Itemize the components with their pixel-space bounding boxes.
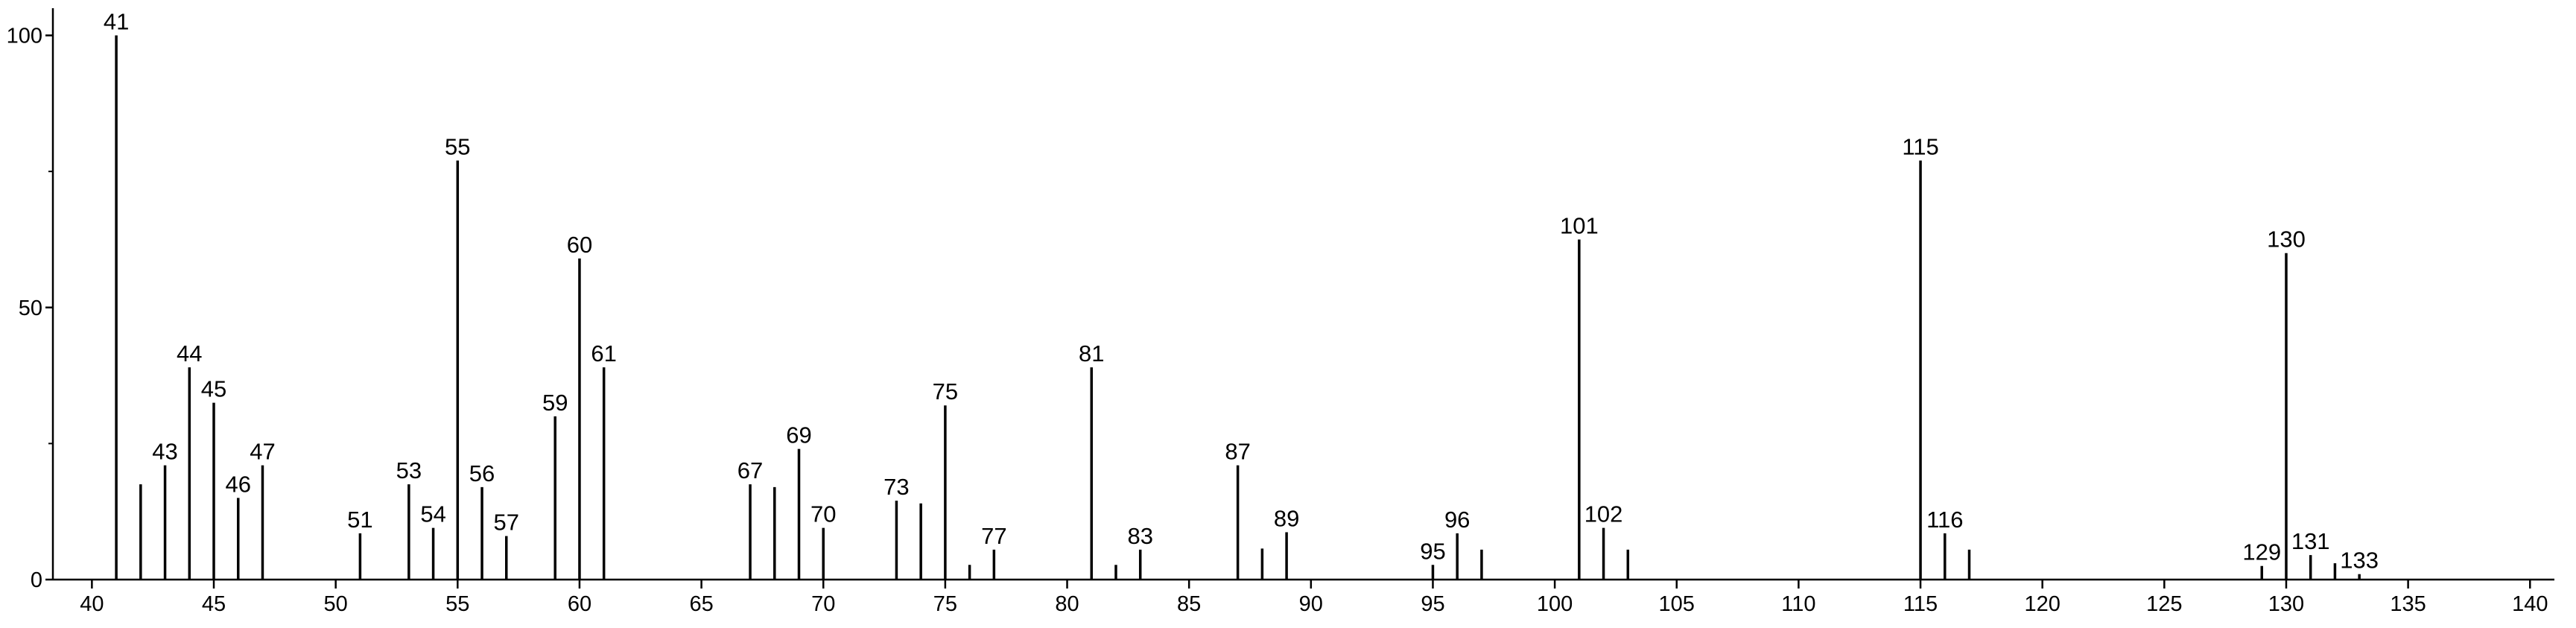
peak-label: 77	[981, 523, 1006, 549]
x-tick-label: 75	[933, 592, 957, 616]
peak-label: 75	[933, 378, 958, 405]
x-tick-label: 130	[2268, 592, 2304, 616]
x-tick-label: 115	[1903, 592, 1938, 616]
peak-label: 47	[250, 439, 275, 465]
peak-label: 83	[1127, 523, 1152, 549]
x-tick-label: 105	[1659, 592, 1695, 616]
peak-label: 70	[810, 501, 836, 527]
x-tick-label: 135	[2390, 592, 2426, 616]
peak-label: 89	[1274, 505, 1299, 531]
peak-label: 73	[883, 474, 909, 500]
x-tick-label: 50	[324, 592, 348, 616]
peak-label: 133	[2340, 548, 2379, 574]
peak-label: 45	[201, 376, 226, 402]
peak-label: 81	[1079, 340, 1104, 367]
x-tick-label: 125	[2146, 592, 2182, 616]
peak-label: 95	[1420, 538, 1445, 564]
peak-label: 69	[786, 422, 811, 448]
x-tick-label: 95	[1421, 592, 1444, 616]
x-tick-label: 110	[1781, 592, 1815, 616]
x-tick-label: 100	[1537, 592, 1573, 616]
peak-label: 51	[347, 507, 372, 533]
peak-label: 96	[1444, 507, 1470, 533]
peak-label: 43	[152, 439, 177, 465]
peak-label: 41	[104, 9, 129, 35]
y-tick-label: 0	[31, 568, 42, 592]
x-tick-label: 55	[445, 592, 469, 616]
x-tick-label: 85	[1177, 592, 1201, 616]
peak-label: 101	[1560, 212, 1599, 238]
peak-label: 131	[2291, 528, 2330, 554]
x-tick-label: 140	[2512, 592, 2548, 616]
peak-label: 57	[494, 510, 519, 536]
peak-label: 129	[2242, 539, 2281, 565]
peak-label: 44	[177, 340, 202, 367]
peak-label: 116	[1926, 507, 1963, 533]
peak-label: 67	[737, 457, 763, 483]
peak-label: 60	[567, 232, 592, 258]
y-tick-label: 100	[7, 25, 42, 48]
peak-label: 46	[225, 471, 250, 497]
y-tick-label: 50	[19, 296, 42, 320]
peak-label: 115	[1902, 134, 1938, 160]
peak-label: 87	[1225, 439, 1250, 465]
peak-label: 55	[445, 134, 470, 160]
peak-label: 56	[469, 460, 495, 486]
x-tick-label: 65	[689, 592, 713, 616]
peak-label: 59	[542, 390, 568, 416]
x-tick-label: 80	[1055, 592, 1079, 616]
peak-label: 53	[396, 457, 422, 483]
peak-label: 130	[2267, 226, 2306, 253]
x-tick-label: 45	[202, 592, 226, 616]
x-tick-label: 120	[2024, 592, 2060, 616]
x-tick-label: 90	[1299, 592, 1323, 616]
x-tick-label: 40	[80, 592, 104, 616]
x-tick-label: 60	[568, 592, 591, 616]
peak-label: 102	[1584, 501, 1623, 527]
peak-label: 61	[591, 340, 616, 367]
peak-label: 54	[420, 501, 445, 527]
x-tick-label: 70	[811, 592, 835, 616]
